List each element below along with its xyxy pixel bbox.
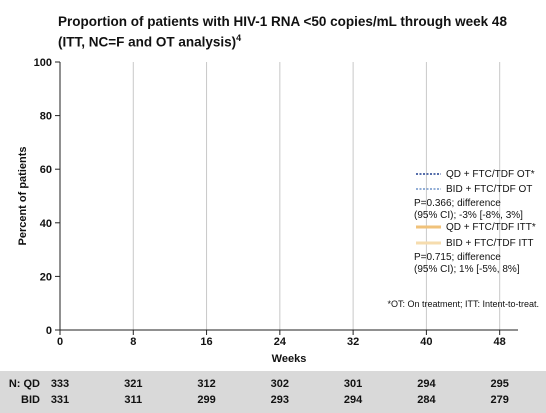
legend-label-0: QD + FTC/TDF OT* (446, 169, 535, 180)
annotation-text-3: (95% CI); 1% [-5%, 8%] (414, 264, 520, 275)
n-at-risk-cell: 321 (124, 378, 143, 390)
title-line-2: (ITT, NC=F and OT analysis) (58, 34, 237, 50)
legend-label-3: BID + FTC/TDF ITT (446, 238, 534, 249)
n-at-risk-row-qd: N: QD 333 321 312 302 301 294 295 (0, 378, 546, 392)
x-tick-label-24: 24 (274, 336, 287, 348)
x-tick-label-0: 0 (57, 336, 63, 348)
y-axis-title: Percent of patients (17, 146, 29, 245)
n-at-risk-cell: 284 (417, 394, 436, 406)
x-tick-label-8: 8 (130, 336, 136, 348)
y-tick-label-80: 80 (40, 111, 52, 123)
y-tick-label-40: 40 (40, 218, 52, 230)
n-at-risk-cell: 312 (197, 378, 216, 390)
n-at-risk-cell: 302 (270, 378, 289, 390)
n-at-risk-cell: 279 (490, 394, 509, 406)
annotation-text-2: P=0.715; difference (414, 252, 501, 263)
n-at-risk-cell: 299 (197, 394, 216, 406)
legend-label-2: QD + FTC/TDF ITT* (446, 222, 536, 233)
n-at-risk-cell: 295 (490, 378, 509, 390)
n-at-risk-cell: 294 (417, 378, 436, 390)
title-superscript: 4 (236, 33, 242, 43)
y-tick-label-100: 100 (34, 57, 52, 69)
n-at-risk-cell: 301 (343, 378, 363, 390)
x-tick-label-40: 40 (420, 336, 432, 348)
y-tick-label-60: 60 (40, 164, 52, 176)
footnote: *OT: On treatment; ITT: Intent-to-treat. (387, 299, 539, 309)
title-line-1: Proportion of patients with HIV-1 RNA <5… (58, 14, 507, 29)
n-at-risk-cell: 294 (343, 394, 363, 406)
x-axis-title: Weeks (272, 353, 307, 365)
chart-title: Proportion of patients with HIV-1 RNA <5… (58, 14, 538, 51)
n-at-risk-band (0, 371, 546, 413)
n-at-risk-row-label: BID (21, 394, 40, 406)
n-at-risk-cell: 333 (50, 378, 70, 390)
n-at-risk-row-bid: BID 331 311 299 293 294 284 279 (0, 394, 546, 408)
annotation-text-1: (95% CI); -3% [-8%, 3%] (414, 210, 523, 221)
annotation-text-0: P=0.366; difference (414, 198, 501, 209)
legend-label-1: BID + FTC/TDF OT (446, 184, 532, 195)
n-at-risk-cell: 311 (124, 394, 143, 406)
x-tick-label-32: 32 (347, 336, 359, 348)
y-tick-label-20: 20 (40, 271, 52, 283)
y-tick-label-0: 0 (46, 325, 52, 337)
n-at-risk-cell: 331 (50, 394, 70, 406)
x-tick-label-48: 48 (494, 336, 506, 348)
n-at-risk-cell: 293 (270, 394, 289, 406)
x-tick-label-16: 16 (200, 336, 212, 348)
n-at-risk-row-label: N: QD (8, 378, 40, 390)
